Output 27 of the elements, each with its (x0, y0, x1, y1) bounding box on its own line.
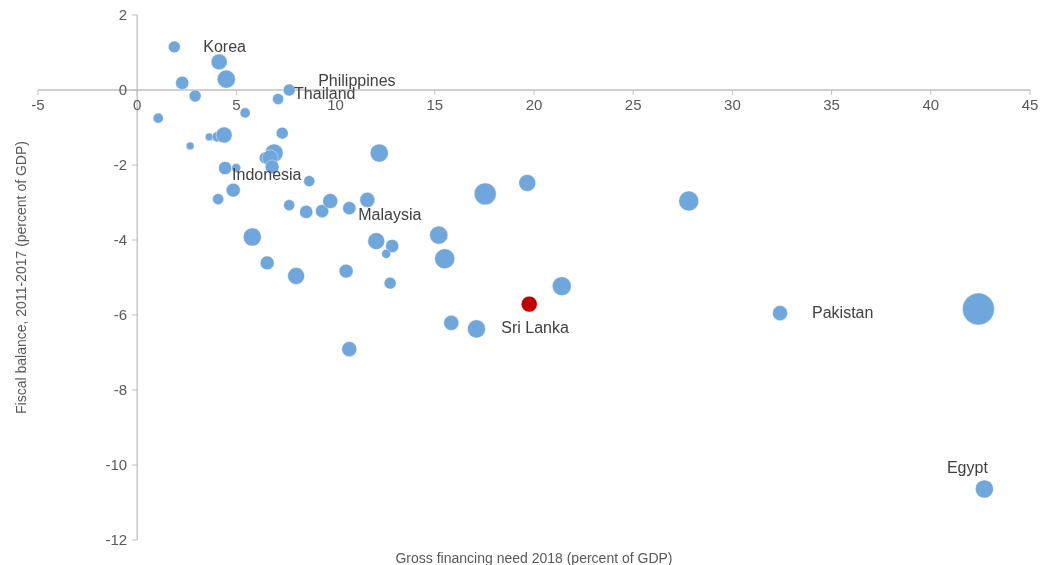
x-tick-label: 25 (624, 96, 642, 113)
y-tick-label: -6 (113, 306, 128, 323)
y-tick-label: -2 (113, 156, 128, 173)
y-tick-label: -8 (113, 381, 128, 398)
x-tick-label: 40 (922, 96, 940, 113)
x-tick-label: -5 (31, 96, 45, 113)
x-axis-title: Gross financing need 2018 (percent of GDP) (395, 550, 673, 565)
annotation: Korea (203, 37, 247, 55)
annotation: Indonesia (232, 165, 302, 183)
x-tick-label: 5 (232, 96, 241, 113)
y-tick-label: 2 (118, 6, 128, 23)
x-tick-label: 30 (724, 96, 741, 113)
y-tick-label: -12 (105, 531, 128, 548)
annotation: Egypt (946, 459, 989, 476)
annotation: Malaysia (358, 206, 422, 224)
x-tick-label: 0 (133, 96, 142, 113)
annotation: Philippines (318, 72, 396, 89)
x-tick-label: 20 (525, 96, 543, 113)
x-tick-label: 15 (426, 96, 444, 113)
y-tick-label: -4 (113, 231, 128, 248)
x-tick-label: 35 (823, 96, 840, 113)
y-axis-title: Fiscal balance, 2011-2017 (percent of GDP) (12, 141, 29, 414)
y-tick-label: 0 (118, 81, 128, 98)
annotation: Pakistan (812, 304, 874, 322)
x-tick-label: 45 (1021, 96, 1039, 113)
annotation: Sri Lanka (501, 319, 569, 337)
y-tick-label: -10 (105, 456, 128, 473)
